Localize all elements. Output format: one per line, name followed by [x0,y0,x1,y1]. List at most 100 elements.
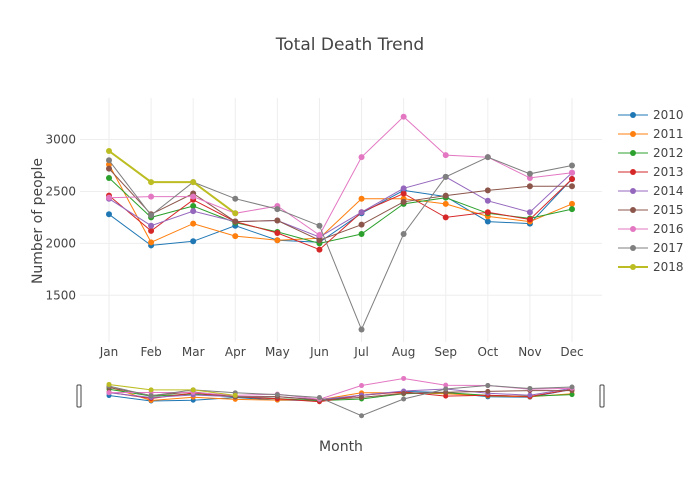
legend-swatch-marker [630,207,636,213]
data-point [106,381,112,387]
data-point [526,216,533,223]
data-point [274,229,281,236]
data-point [484,154,491,161]
data-point [148,227,155,234]
data-point [148,387,154,393]
series-line [108,172,573,238]
data-point [569,200,575,207]
series-line [108,178,573,246]
data-point [358,221,365,228]
data-point [106,147,112,154]
data-point [148,212,155,219]
range-slider-handle-left[interactable] [76,384,82,408]
data-point [106,165,112,172]
data-point [358,195,365,202]
data-point [106,174,112,181]
data-point [400,231,407,238]
data-point [190,208,197,215]
y-tick-label: 3000 [45,133,76,147]
x-axis-ticks: Jan Feb Mar Apr May Jun Jul Aug Sep Oct Nov Dec [99,345,584,359]
x-tick-label: Dec [560,345,583,359]
data-point [148,179,155,186]
x-tick-label: Apr [225,345,246,359]
data-point [358,209,365,216]
x-tick-label: Jun [309,345,329,359]
data-point [316,246,323,253]
data-point [526,183,533,190]
series-2018 [106,147,239,217]
data-point [316,232,323,239]
range-slider[interactable] [76,372,605,422]
data-point [316,395,322,401]
data-point [148,393,154,399]
data-point [359,394,365,400]
legend-label: 2015 [653,203,684,217]
data-point [232,210,239,217]
legend-label: 2017 [653,241,684,255]
data-point [485,383,491,389]
data-point [569,206,575,213]
data-point [569,175,575,182]
chart-title: Total Death Trend [275,35,424,55]
data-point [526,209,533,216]
data-point [401,375,407,381]
series-line [108,384,236,396]
data-point [569,384,575,390]
series-2016 [106,113,575,239]
x-tick-label: May [265,345,290,359]
data-point [106,157,112,164]
legend-label: 2013 [653,165,684,179]
series-2014 [106,169,575,241]
data-point [569,169,575,176]
x-axis-title: Month [319,439,363,455]
data-point [442,173,449,180]
legend-item: 2016 [618,222,684,236]
x-tick-label: Oct [477,345,498,359]
legend-label: 2016 [653,222,684,236]
legend-label: 2012 [653,146,684,160]
series-line [108,156,573,331]
grid [80,98,602,342]
legend-swatch-marker [630,112,636,118]
data-point [274,237,281,244]
data-point [316,222,323,229]
data-point [190,387,196,393]
series-line [108,177,573,244]
data-point [442,214,449,221]
data-point [442,192,449,199]
data-point [190,193,197,200]
x-tick-label: Feb [140,345,161,359]
data-point [527,385,533,391]
x-tick-label: Jul [353,345,368,359]
data-point [484,209,491,216]
data-point [401,390,407,396]
x-tick-label: Mar [182,345,205,359]
x-tick-label: Nov [518,345,541,359]
data-point [232,218,239,225]
legend-swatch-marker [630,131,636,137]
data-point [569,183,575,190]
range-slider-handle-right[interactable] [599,384,605,408]
data-point [485,388,491,394]
legend: 2010 2011 2012 2013 2014 2015 2016 2017 2018 [618,108,684,274]
data-point [190,220,197,227]
data-point [274,217,281,224]
data-point [274,206,281,213]
y-axis-ticks: 1500 2000 2500 3000 [45,133,76,303]
series-line [108,116,573,236]
x-tick-label: Aug [392,345,415,359]
legend-item: 2010 [618,108,684,122]
legend-item: 2017 [618,241,684,255]
legend-swatch-marker [630,188,636,194]
legend-swatch-marker [630,245,636,251]
legend-item: 2013 [618,165,684,179]
data-point [442,200,449,207]
legend-swatch-marker [630,150,636,156]
data-point [400,185,407,192]
data-point [442,152,449,159]
y-tick-label: 2000 [45,236,76,250]
data-point [400,198,407,205]
data-point [527,392,533,398]
data-point [358,231,365,238]
y-tick-label: 1500 [45,288,76,302]
